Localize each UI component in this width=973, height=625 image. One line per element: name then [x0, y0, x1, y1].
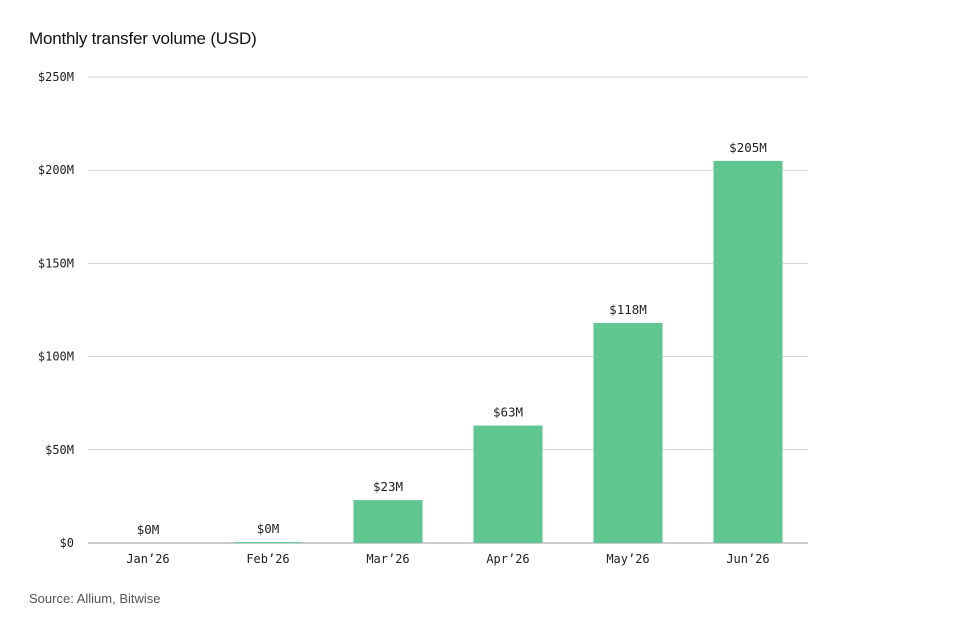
x-axis-ticks: Jan’26 Feb’26 Mar’26 Apr’26 May’26 Jun’26	[126, 552, 769, 566]
bar-value-label: $63M	[493, 405, 523, 420]
x-tick-label: Jan’26	[126, 552, 169, 566]
value-labels: $0M $0M $23M $63M $118M $205M	[137, 140, 767, 537]
gridlines	[88, 76, 808, 544]
bar	[473, 425, 543, 543]
chart-title: Monthly transfer volume (USD)	[29, 29, 257, 48]
bar-value-label: $23M	[373, 479, 403, 494]
bar-value-label: $0M	[137, 522, 160, 537]
y-tick-label: $200M	[38, 163, 74, 177]
bar	[353, 500, 423, 543]
bar-value-label: $0M	[257, 521, 280, 536]
bars	[233, 160, 783, 543]
x-tick-label: Apr’26	[486, 552, 529, 566]
y-tick-label: $250M	[38, 70, 74, 84]
y-tick-label: $50M	[45, 443, 74, 457]
x-tick-label: May’26	[606, 552, 649, 566]
y-axis-ticks: $0 $50M $100M $150M $200M $250M	[38, 70, 74, 550]
bar-value-label: $118M	[609, 302, 647, 317]
bar	[233, 542, 303, 543]
y-tick-label: $0	[60, 536, 74, 550]
x-tick-label: Feb’26	[246, 552, 289, 566]
x-tick-label: Jun’26	[726, 552, 769, 566]
source-note: Source: Allium, Bitwise	[29, 591, 161, 606]
bar	[593, 323, 663, 543]
bar	[713, 160, 783, 543]
y-tick-label: $100M	[38, 350, 74, 364]
y-tick-label: $150M	[38, 256, 74, 270]
bar-value-label: $205M	[729, 140, 767, 155]
x-tick-label: Mar’26	[366, 552, 409, 566]
